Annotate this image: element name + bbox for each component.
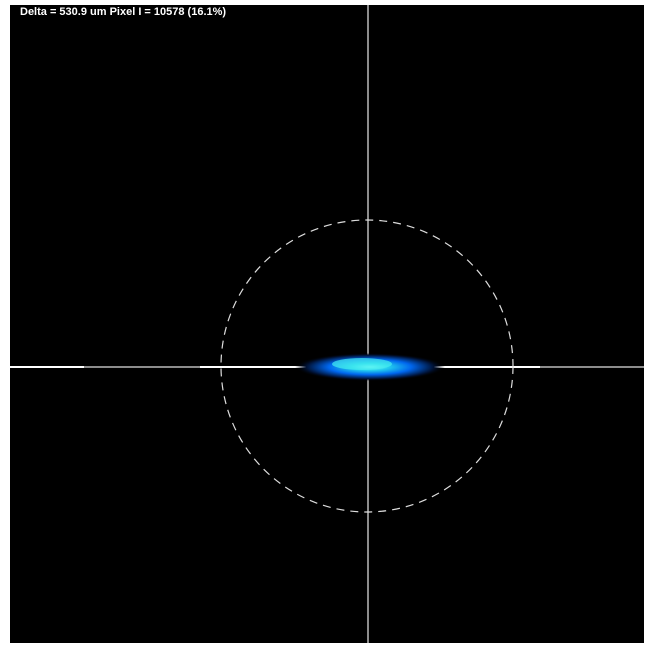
image-area — [10, 5, 644, 643]
beam-core — [332, 358, 392, 370]
page: Delta = 530.9 um Pixel I = 10578 (16.1%)… — [0, 0, 652, 645]
beam-view: Delta = 530.9 um Pixel I = 10578 (16.1%) — [0, 0, 652, 645]
status-readout: Delta = 530.9 um Pixel I = 10578 (16.1%) — [20, 6, 226, 18]
